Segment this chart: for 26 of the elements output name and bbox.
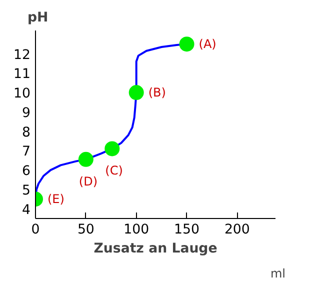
y-tick-label: 5: [22, 183, 31, 198]
x-tick-label: 150: [174, 222, 200, 238]
annotation: (C): [105, 164, 123, 178]
y-tick-label: 4: [22, 202, 31, 218]
point: [78, 152, 94, 167]
y-tick-label: 8: [22, 125, 31, 140]
y-tick-label: 6: [22, 164, 31, 180]
y-tick-label: 10: [14, 86, 31, 102]
point: [128, 85, 144, 100]
x-axis-title: Zusatz an Lauge: [94, 242, 218, 256]
text: ml: [270, 266, 286, 280]
annotation: (B): [148, 86, 166, 100]
x-tick-label: 50: [77, 222, 94, 238]
x-tick-label: 0: [31, 222, 40, 238]
y-tick-label: 9: [22, 106, 31, 121]
y-tick-label: 11: [14, 67, 31, 82]
point: [179, 36, 194, 52]
point: [104, 141, 120, 156]
annotation: (E): [48, 192, 64, 206]
annotation: (D): [78, 174, 98, 188]
x-tick-label: 200: [224, 222, 250, 238]
y-tick-label: 7: [22, 144, 31, 160]
y-axis-title: pH: [28, 10, 48, 26]
y-tick-label: 12: [14, 48, 31, 63]
x-tick-label: 100: [124, 222, 150, 238]
annotation: (A): [198, 37, 216, 52]
